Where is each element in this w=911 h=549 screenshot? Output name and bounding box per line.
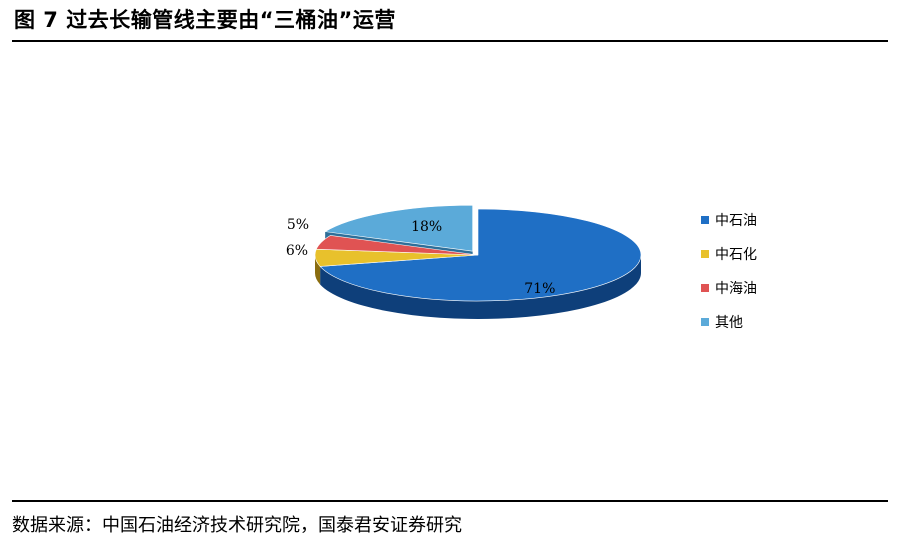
data-label-中石化: 6% [286, 243, 308, 259]
pie-data-labels: 71% 6% 5% 18% [286, 217, 555, 297]
figure-title: 图 7 过去长输管线主要由“三桶油”运营 [14, 8, 396, 32]
legend-swatch-其他 [701, 318, 709, 326]
pie-slice-中石油 [319, 208, 642, 302]
pie-slice-其他 [324, 204, 473, 252]
legend-label-中海油: 中海油 [715, 281, 757, 297]
legend-label-中石油: 中石油 [715, 213, 757, 229]
data-label-中石油: 71% [524, 281, 555, 297]
data-source-note: 数据来源：中国石油经济技术研究院，国泰君安证券研究 [12, 515, 462, 536]
source-divider [12, 500, 888, 502]
legend-swatch-中石化 [701, 250, 709, 258]
legend-swatch-中石油 [701, 216, 709, 224]
legend-swatch-中海油 [701, 284, 709, 292]
data-label-中海油: 5% [287, 217, 309, 233]
legend-label-中石化: 中石化 [715, 247, 757, 263]
pie-slice-中海油 [315, 235, 479, 256]
slice-side-1 [320, 255, 641, 319]
pie-top-faces [314, 204, 642, 302]
legend-label-其他: 其他 [715, 315, 743, 331]
data-label-其他: 18% [411, 219, 442, 235]
title-divider [12, 40, 888, 42]
slice-side-2 [315, 255, 321, 285]
